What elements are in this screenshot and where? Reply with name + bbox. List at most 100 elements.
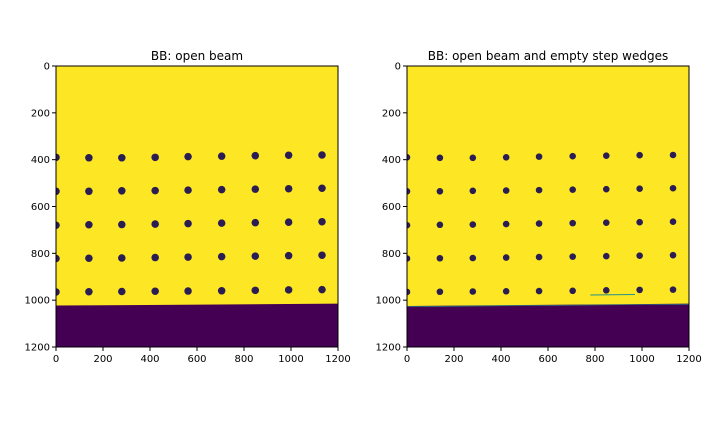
dot-grid [56, 151, 326, 296]
y-tick-label: 200 [382, 108, 401, 119]
x-axis-ticks: 0 200 400 600 800 1000 1200 [404, 347, 702, 365]
dot-marker [284, 151, 293, 159]
y-tick-label: 1200 [376, 343, 401, 354]
dot-marker [407, 187, 411, 195]
dot-marker [407, 288, 411, 296]
dot-marker [636, 218, 643, 226]
edge-artifact [406, 303, 690, 307]
x-tick-label: 200 [444, 354, 463, 365]
x-tick-label: 800 [585, 354, 604, 365]
dot-marker [469, 288, 477, 295]
dot-marker [251, 252, 260, 260]
dot-marker [251, 151, 260, 160]
dot-marker [85, 221, 93, 229]
dot-marker [151, 186, 159, 195]
dot-marker [469, 187, 477, 195]
y-tick-label: 1000 [25, 296, 50, 307]
dot-marker [569, 253, 576, 260]
dot-marker [669, 286, 677, 293]
dot-marker [535, 287, 543, 295]
x-tick-label: 1000 [278, 354, 303, 365]
x-tick-label: 1000 [629, 354, 654, 365]
dot-marker [407, 221, 411, 229]
dot-marker [436, 187, 444, 195]
dot-marker [636, 286, 643, 294]
x-axis-ticks: 0 200 400 600 800 1000 1200 [53, 347, 351, 365]
dot-marker [669, 151, 677, 159]
dot-marker [436, 221, 444, 229]
dot-marker [502, 187, 510, 194]
image-marks [406, 151, 690, 347]
dot-marker [602, 287, 610, 294]
dot-marker [56, 254, 60, 263]
dot-marker [602, 185, 610, 193]
dot-marker [602, 219, 610, 226]
dot-marker [535, 153, 543, 160]
dot-marker [535, 220, 543, 227]
dot-marker [436, 288, 444, 296]
y-tick-label: 1200 [25, 343, 50, 354]
y-axis-ticks: 0 200 400 600 800 1000 1200 [376, 62, 407, 354]
dot-marker [502, 220, 510, 228]
dot-marker [436, 154, 444, 162]
dot-marker [85, 154, 93, 162]
dot-marker [502, 154, 510, 161]
dot-marker [217, 185, 226, 194]
dot-marker [636, 185, 643, 192]
dot-marker [184, 287, 192, 295]
y-tick-label: 800 [382, 249, 401, 260]
dot-marker [407, 154, 411, 161]
dot-marker [318, 217, 326, 226]
y-axis-ticks: 0 200 400 600 800 1000 1200 [25, 62, 56, 354]
dot-marker [284, 286, 293, 294]
image-marks [56, 151, 338, 347]
x-tick-label: 600 [538, 354, 557, 365]
dot-marker [535, 253, 543, 261]
dot-marker [602, 252, 610, 260]
dot-marker [151, 253, 159, 262]
dot-marker [569, 219, 576, 227]
x-tick-label: 0 [404, 354, 410, 365]
dot-marker [184, 253, 192, 261]
x-tick-label: 200 [93, 354, 112, 365]
plot-area [407, 66, 689, 347]
dot-marker [118, 220, 126, 229]
dot-marker [469, 221, 477, 228]
dot-marker [56, 187, 60, 196]
y-tick-label: 200 [31, 108, 50, 119]
dot-marker [602, 152, 610, 159]
dot-marker [669, 251, 677, 259]
x-tick-label: 400 [491, 354, 510, 365]
dot-marker [184, 186, 192, 194]
x-tick-label: 800 [234, 354, 253, 365]
dot-marker [636, 252, 643, 259]
dot-marker [284, 218, 293, 226]
dot-marker [636, 151, 643, 159]
dot-marker [318, 251, 326, 259]
y-tick-label: 0 [44, 62, 50, 73]
dot-marker [118, 287, 126, 296]
dot-marker [502, 254, 510, 261]
dot-marker [535, 186, 543, 194]
dot-marker [569, 186, 576, 193]
x-tick-label: 400 [140, 354, 159, 365]
dot-marker [284, 184, 293, 193]
dot-marker [217, 287, 226, 295]
dot-marker [502, 287, 510, 295]
chart-title: BB: open beam [151, 49, 243, 63]
y-tick-label: 1000 [376, 296, 401, 307]
dot-marker [56, 153, 60, 162]
chart-title: BB: open beam and empty step wedges [428, 49, 668, 63]
x-tick-label: 600 [187, 354, 206, 365]
dot-marker [56, 221, 60, 229]
dot-marker [85, 187, 93, 196]
x-tick-label: 0 [53, 354, 59, 365]
dot-marker [569, 152, 576, 160]
dot-marker [151, 287, 159, 296]
dot-marker [251, 185, 260, 193]
plot-area [56, 66, 338, 347]
dot-marker [284, 251, 293, 260]
y-tick-label: 600 [31, 202, 50, 213]
dot-marker [56, 288, 60, 296]
y-tick-label: 600 [382, 202, 401, 213]
